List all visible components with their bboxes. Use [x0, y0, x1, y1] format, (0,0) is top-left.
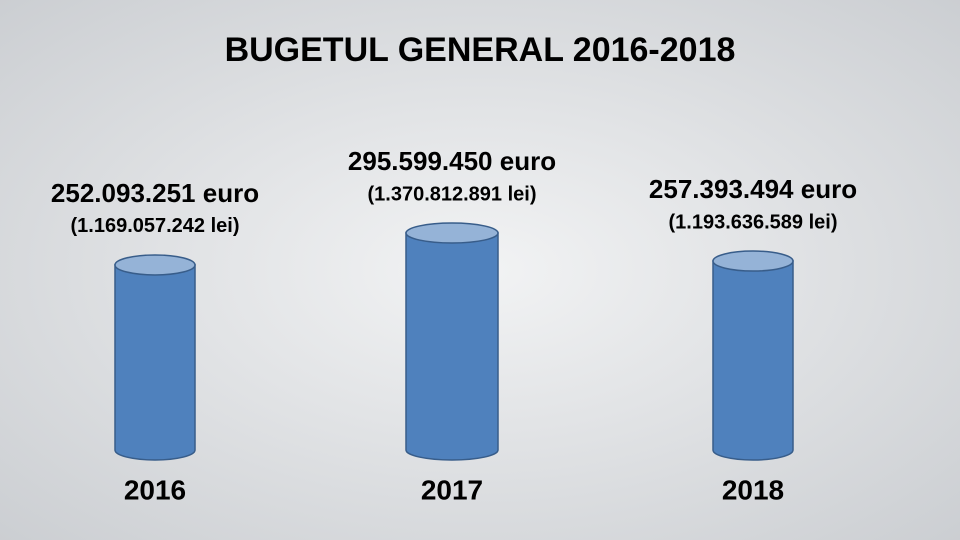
value-label: 252.093.251 euro [51, 178, 259, 208]
cylinder-body [405, 232, 499, 461]
chart-title: BUGETUL GENERAL 2016-2018 [225, 31, 736, 69]
cylinder-top [712, 250, 794, 272]
x-tick-label: 2016 [124, 474, 186, 505]
value-label: 257.393.494 euro [649, 174, 857, 204]
secondary-label: (1.370.812.891 lei) [367, 183, 536, 205]
value-label: 295.599.450 euro [348, 146, 556, 176]
x-tick-label: 2017 [421, 474, 483, 505]
cylinder-body [114, 264, 196, 461]
secondary-label: (1.193.636.589 lei) [668, 211, 837, 233]
cylinder-body [712, 260, 794, 461]
secondary-label: (1.169.057.242 lei) [70, 215, 239, 237]
cylinder-top [114, 254, 196, 276]
x-tick-label: 2018 [722, 474, 784, 505]
cylinder-top [405, 222, 499, 244]
